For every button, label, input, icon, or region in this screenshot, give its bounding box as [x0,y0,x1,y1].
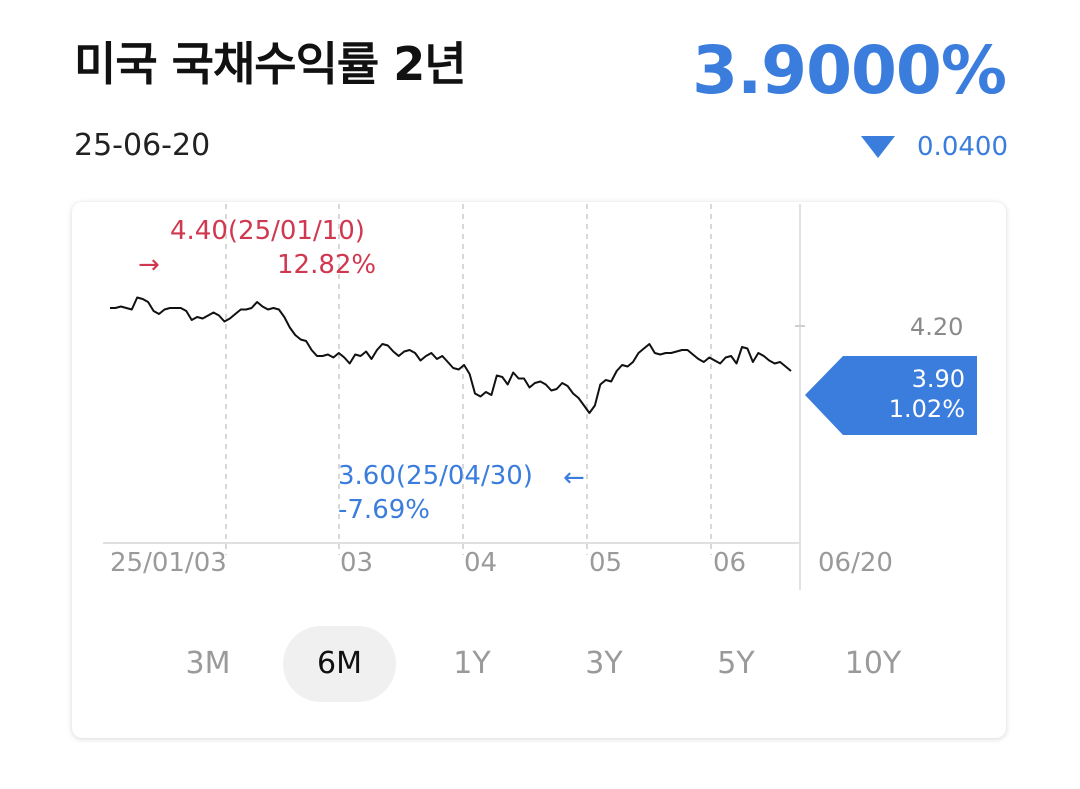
tab-6m[interactable]: 6M [283,626,396,702]
chart-card [72,202,1006,738]
low-pct: -7.69% [338,495,430,525]
current-value: 3.90 [911,365,965,393]
current-value-flag [805,356,977,435]
tab-10y[interactable]: 10Y [844,646,902,681]
current-value-label: 3.90 1.02% [805,356,977,435]
x-tick-label: 03 [340,548,374,578]
tab-1y[interactable]: 1Y [453,646,491,681]
low-annotation-text: 3.60(25/04/30) -7.69% [338,459,533,527]
range-tabs: 3M 6M 1Y 3Y 5Y 10Y [0,626,1080,702]
x-tick-label: 06/20 [818,548,893,578]
x-tick-label: 06 [713,548,747,578]
down-triangle-icon [861,136,896,158]
price-change: 0.0400 [861,132,1008,162]
page-title: 미국 국채수익률 2년 [74,37,467,91]
high-arrow-icon: → [138,250,160,280]
high-value-date: 4.40(25/01/10) [170,216,365,246]
y-tick-label: 4.20 [910,313,964,341]
x-tick-label: 05 [589,548,623,578]
high-pct: 12.82% [277,250,377,280]
tab-3m[interactable]: 3M [185,646,231,681]
series-line [110,296,792,414]
quote-date: 25-06-20 [74,128,211,163]
low-arrow-icon: ← [563,463,585,493]
low-value-date: 3.60(25/04/30) [338,461,533,491]
x-tick-label: 04 [464,548,498,578]
change-value: 0.0400 [917,132,1008,162]
high-annotation-text: 4.40(25/01/10) 12.82% [170,214,376,282]
current-price: 3.9000% [692,32,1007,109]
chart-grid [103,204,805,590]
current-pct: 1.02% [888,395,965,423]
x-tick-label: 25/01/03 [110,548,227,578]
tab-3y[interactable]: 3Y [585,646,623,681]
tab-5y[interactable]: 5Y [717,646,755,681]
